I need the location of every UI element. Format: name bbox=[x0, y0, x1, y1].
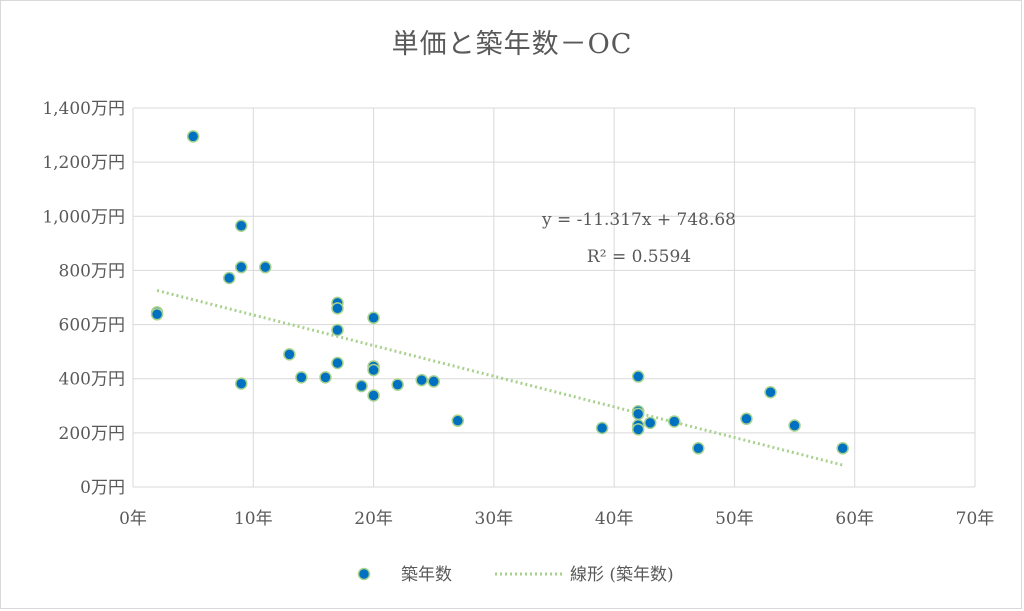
data-point bbox=[367, 363, 380, 377]
trendline-equation: y = -11.317x + 748.68 bbox=[541, 210, 736, 230]
grid-lines bbox=[132, 107, 976, 488]
y-tick-label: 1,000万円 bbox=[42, 207, 125, 227]
trendline bbox=[156, 288, 844, 467]
x-tick-label: 60年 bbox=[835, 509, 874, 529]
data-point bbox=[319, 371, 332, 384]
x-tick-label: 30年 bbox=[475, 509, 514, 529]
data-point bbox=[740, 412, 753, 426]
data-point bbox=[235, 260, 248, 274]
y-tick-label: 400万円 bbox=[59, 370, 125, 390]
data-point bbox=[692, 442, 705, 455]
y-tick-label: 0万円 bbox=[80, 478, 125, 498]
data-point bbox=[643, 416, 657, 430]
x-axis-ticks: 0年 10年 20年 30年 40年 50年 60年 70年 bbox=[119, 509, 994, 529]
data-point bbox=[295, 371, 308, 384]
y-axis-ticks: 0万円 200万円 400万円 600万円 800万円 1,000万円 1,200万円 1,4… bbox=[42, 99, 125, 498]
data-point bbox=[150, 308, 164, 321]
data-point bbox=[427, 375, 440, 388]
x-tick-label: 70年 bbox=[956, 509, 995, 529]
data-point bbox=[764, 386, 777, 399]
data-point bbox=[331, 302, 344, 315]
data-point bbox=[415, 373, 428, 387]
data-point bbox=[631, 423, 645, 436]
data-point bbox=[222, 271, 236, 285]
y-tick-label: 1,400万円 bbox=[42, 99, 125, 119]
data-point bbox=[595, 421, 609, 435]
data-point bbox=[631, 370, 645, 383]
x-tick-label: 40年 bbox=[595, 509, 634, 529]
data-point bbox=[283, 348, 296, 361]
legend-label-trendline: 線形 (築年数) bbox=[570, 565, 674, 585]
data-point bbox=[788, 419, 801, 432]
data-point bbox=[235, 377, 248, 390]
data-point bbox=[391, 378, 404, 391]
legend-marker-series bbox=[357, 567, 371, 581]
data-point bbox=[235, 219, 248, 233]
trendline-r-squared: R² = 0.5594 bbox=[587, 247, 691, 267]
data-point bbox=[668, 415, 681, 428]
data-point bbox=[631, 407, 645, 421]
y-tick-label: 200万円 bbox=[59, 424, 125, 444]
x-tick-label: 0年 bbox=[119, 509, 147, 529]
y-tick-label: 800万円 bbox=[59, 261, 125, 281]
data-points bbox=[150, 130, 849, 455]
data-point bbox=[836, 442, 849, 455]
y-tick-label: 600万円 bbox=[59, 316, 125, 336]
legend-label-series: 築年数 bbox=[401, 565, 452, 585]
legend: 築年数 線形 (築年数) bbox=[357, 565, 674, 585]
chart-title: 単価と築年数－OC bbox=[391, 29, 633, 60]
data-point bbox=[331, 356, 344, 370]
x-tick-label: 10年 bbox=[234, 509, 273, 529]
data-point bbox=[355, 379, 368, 393]
data-point bbox=[331, 323, 344, 337]
data-point bbox=[367, 389, 380, 402]
x-tick-label: 50年 bbox=[715, 509, 754, 529]
data-point bbox=[451, 414, 465, 427]
x-tick-label: 20年 bbox=[354, 509, 393, 529]
data-point bbox=[186, 130, 200, 143]
y-tick-label: 1,200万円 bbox=[42, 153, 125, 173]
trendline-group bbox=[156, 288, 844, 467]
data-point bbox=[259, 260, 272, 274]
data-point bbox=[367, 311, 380, 325]
